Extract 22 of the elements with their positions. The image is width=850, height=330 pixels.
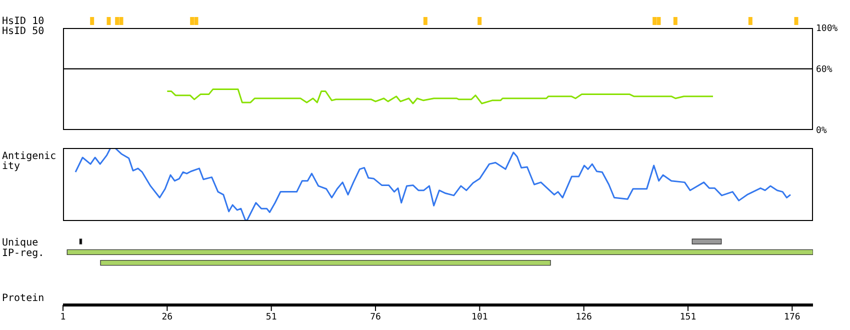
bar [79, 238, 82, 244]
line-series [166, 88, 714, 104]
x-tick-label: 151 [680, 312, 696, 322]
y-tick-label: IP-reg. [2, 248, 44, 259]
x-axis-title: Protein [2, 293, 46, 304]
y-axis-title: Antigenicity [2, 151, 58, 172]
x-tick-label: 101 [472, 312, 488, 322]
y-tick-label: 0% [816, 126, 828, 136]
y-tick-label: 100% [816, 24, 838, 34]
bar [100, 260, 551, 266]
y-axis-title: HsID 50 [2, 26, 46, 37]
x-tick-label: 26 [162, 312, 173, 322]
y-tick-label: 60% [816, 64, 833, 75]
x-tick-label: 126 [576, 312, 592, 322]
x-tick-label: 1 [60, 312, 66, 322]
x-tick-label: 176 [784, 312, 800, 322]
y-tick-label: Unique [2, 237, 38, 248]
bar [692, 238, 722, 244]
y-axis-title: HsID 10 [2, 16, 46, 27]
bar [66, 249, 813, 256]
x-tick-label: 51 [266, 312, 277, 322]
x-tick-label: 76 [370, 312, 381, 322]
